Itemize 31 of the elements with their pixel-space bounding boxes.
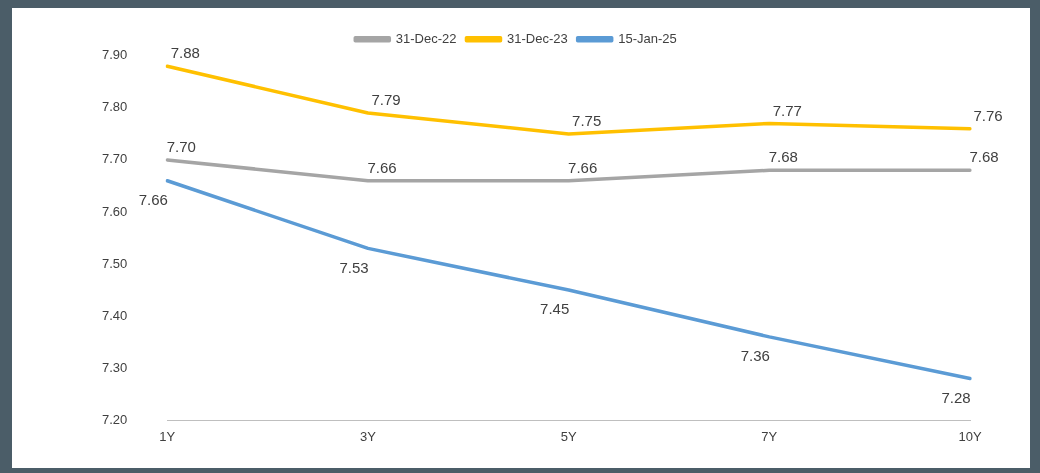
x-tick-label: 7Y xyxy=(761,428,778,444)
data-label: 7.53 xyxy=(339,258,369,276)
y-tick-label: 7.50 xyxy=(101,255,128,271)
data-label: 7.66 xyxy=(367,158,397,176)
x-tick-label: 1Y xyxy=(159,428,176,444)
y-tick-label: 7.80 xyxy=(101,99,128,115)
data-label: 7.45 xyxy=(540,300,570,318)
data-label: 7.79 xyxy=(371,91,401,109)
data-label: 7.28 xyxy=(941,388,971,406)
y-tick-label: 7.90 xyxy=(101,47,128,63)
legend-label: 15-Jan-25 xyxy=(618,30,677,46)
data-label: 7.36 xyxy=(740,347,770,365)
legend-label: 31-Dec-23 xyxy=(506,30,568,46)
data-label: 7.70 xyxy=(166,138,196,156)
data-label: 7.88 xyxy=(170,44,200,62)
data-label: 7.76 xyxy=(973,106,1003,124)
y-tick-label: 7.70 xyxy=(101,151,128,167)
x-tick-label: 3Y xyxy=(360,428,377,444)
data-label: 7.68 xyxy=(768,148,798,166)
data-label: 7.68 xyxy=(969,148,999,166)
data-label: 7.77 xyxy=(772,101,802,119)
y-tick-label: 7.30 xyxy=(101,359,128,375)
y-tick-label: 7.20 xyxy=(101,411,128,427)
data-label: 7.66 xyxy=(568,158,598,176)
x-tick-label: 10Y xyxy=(958,428,982,444)
legend-label: 31-Dec-22 xyxy=(395,30,457,46)
x-tick-label: 5Y xyxy=(560,428,577,444)
y-tick-label: 7.60 xyxy=(101,203,128,219)
data-label: 7.66 xyxy=(138,190,168,208)
data-label: 7.75 xyxy=(572,112,602,130)
y-tick-label: 7.40 xyxy=(101,307,128,323)
